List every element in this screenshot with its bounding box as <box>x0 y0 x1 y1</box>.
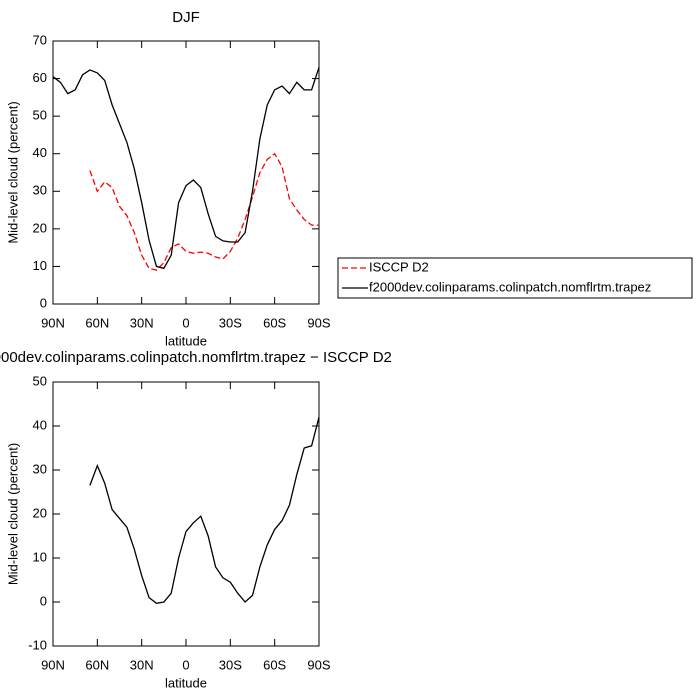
x-tick-label: 0 <box>182 657 189 672</box>
x-tick-label: 0 <box>182 315 189 330</box>
y-tick-label: -10 <box>28 637 47 652</box>
y-tick-label: 20 <box>33 505 47 520</box>
x-tick-label: 60S <box>263 315 286 330</box>
x-axis-label: latitude <box>165 675 207 690</box>
x-tick-label: 60S <box>263 657 286 672</box>
y-tick-label: 20 <box>33 220 47 235</box>
y-tick-label: 40 <box>33 417 47 432</box>
legend-box <box>337 257 693 299</box>
x-tick-label: 30N <box>130 315 154 330</box>
y-tick-label: 70 <box>33 32 47 47</box>
chart-title: DJF <box>172 9 200 26</box>
data-line <box>52 67 320 270</box>
y-tick-label: 10 <box>33 549 47 564</box>
x-tick-label: 90S <box>307 315 330 330</box>
x-tick-label: 60N <box>85 657 109 672</box>
x-tick-label: 90N <box>41 657 65 672</box>
y-tick-label: 10 <box>33 258 47 273</box>
chart-title: f2000dev.colinparams.colinpatch.nomflrtm… <box>0 349 392 366</box>
y-tick-label: 30 <box>33 183 47 198</box>
y-tick-label: 60 <box>33 70 47 85</box>
y-tick-label: 50 <box>33 373 47 388</box>
y-tick-label: 0 <box>40 593 47 608</box>
plot-frame <box>52 381 320 647</box>
y-axis-label: Mid-level cloud (percent) <box>5 101 20 243</box>
x-axis-label: latitude <box>165 333 207 348</box>
legend-label: ISCCP D2 <box>369 259 429 274</box>
x-tick-label: 30S <box>219 315 242 330</box>
plot-frame <box>52 40 320 305</box>
x-tick-label: 30S <box>219 657 242 672</box>
legend-label: f2000dev.colinparams.colinpatch.nomflrtm… <box>369 279 651 294</box>
y-tick-label: 30 <box>33 461 47 476</box>
x-tick-label: 60N <box>85 315 109 330</box>
x-tick-label: 90S <box>307 657 330 672</box>
y-tick-label: 0 <box>40 295 47 310</box>
x-tick-label: 90N <box>41 315 65 330</box>
data-line <box>89 417 320 605</box>
data-line <box>89 152 319 271</box>
y-tick-label: 40 <box>33 145 47 160</box>
x-tick-label: 30N <box>130 657 154 672</box>
y-axis-label: Mid-level cloud (percent) <box>5 443 20 585</box>
y-tick-label: 50 <box>33 108 47 123</box>
